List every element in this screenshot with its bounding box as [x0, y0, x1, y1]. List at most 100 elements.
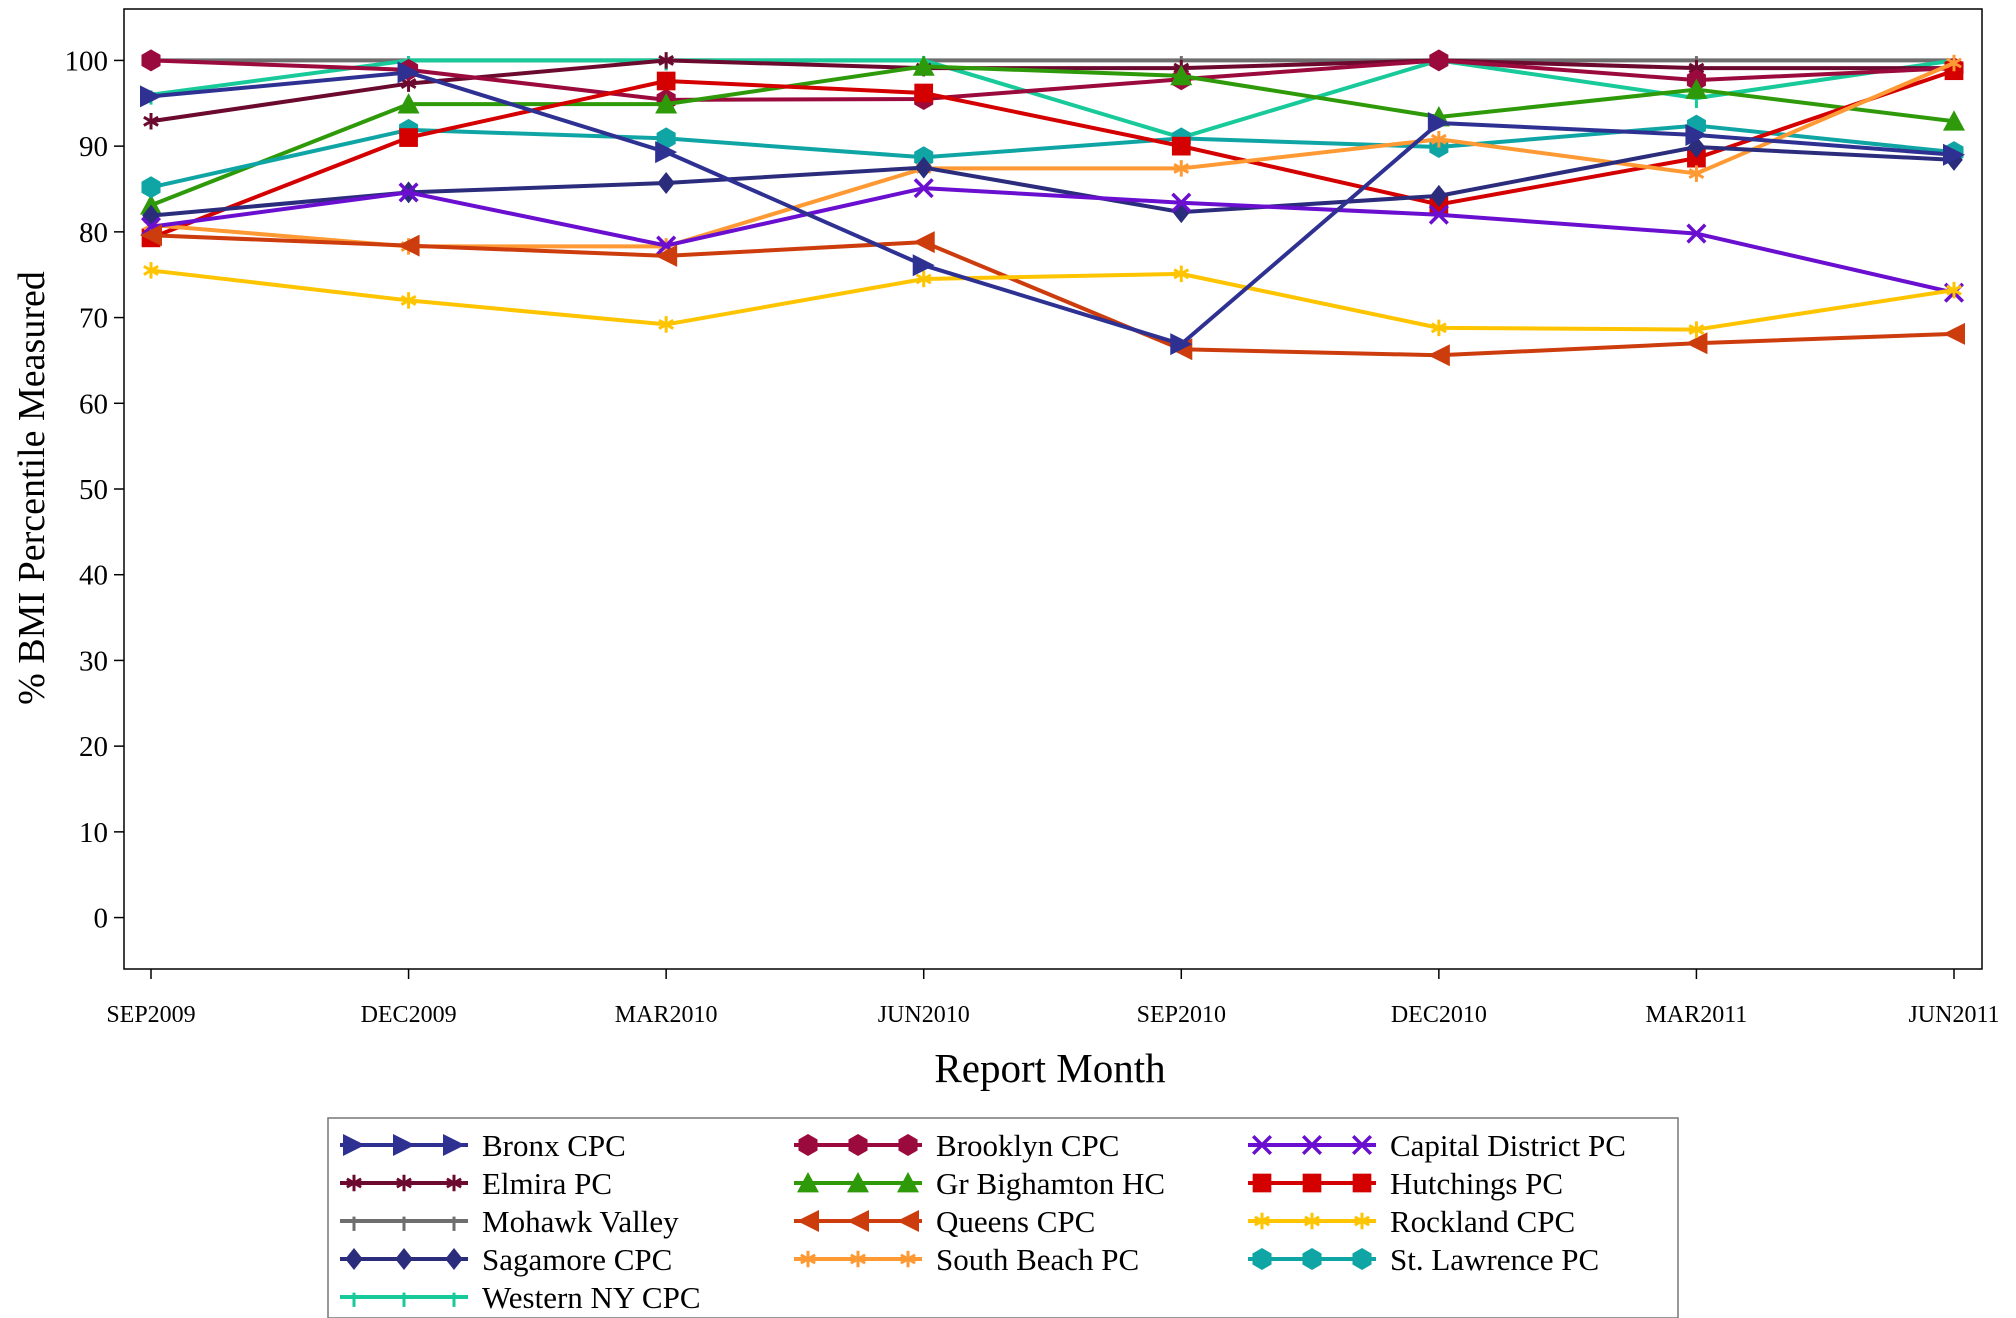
legend-marker [797, 1172, 819, 1193]
series-line [150, 145, 1955, 218]
legend-label: Western NY CPC [482, 1280, 701, 1315]
legend-item-brooklyn-cpc: Brooklyn CPC [794, 1128, 1119, 1163]
data-point [656, 71, 676, 91]
data-point [912, 231, 935, 254]
legend-marker [1354, 1212, 1370, 1230]
data-point [655, 93, 678, 114]
data-point [914, 156, 933, 179]
legend-marker [445, 1248, 463, 1270]
legend-marker [850, 1250, 866, 1268]
x-tick-label: JUN2011 [1908, 1002, 1999, 1028]
x-tick-label: DEC2009 [361, 1002, 457, 1028]
data-point [1173, 160, 1190, 177]
x-axis-label: Report Month [934, 1045, 1165, 1091]
legend-item-mohawk-valley: Mohawk Valley [340, 1204, 679, 1239]
data-point [655, 141, 678, 164]
legend-marker [396, 1174, 412, 1192]
x-tick-label: SEP2010 [1137, 1002, 1226, 1028]
legend-marker [798, 1134, 818, 1156]
data-point [1429, 49, 1449, 72]
legend-label: Bronx CPC [482, 1128, 626, 1163]
legend-marker [393, 1134, 415, 1156]
legend-marker [797, 1210, 819, 1232]
x-tick-label: DEC2010 [1391, 1002, 1487, 1028]
series-line [150, 123, 1955, 190]
legend-frame [327, 1117, 1679, 1318]
legend-marker [1254, 1212, 1270, 1230]
data-point [1170, 64, 1193, 86]
legend-item-south-beach-pc: South Beach PC [794, 1242, 1139, 1277]
legend-marker [346, 1174, 362, 1192]
data-point [912, 55, 935, 76]
data-point [1171, 192, 1192, 213]
legend-marker [847, 1210, 869, 1232]
data-point [655, 244, 678, 267]
legend-marker [446, 1174, 462, 1192]
series-line [150, 58, 1955, 102]
legend-label: Mohawk Valley [482, 1204, 679, 1239]
legend-marker [1252, 1173, 1272, 1193]
legend-marker [1252, 1248, 1272, 1270]
series-line [150, 70, 1955, 347]
data-point [658, 52, 675, 69]
data-point [141, 176, 161, 199]
series-queens-cpc [140, 224, 1965, 367]
legend-marker [1301, 1134, 1323, 1156]
y-tick-label: 10 [79, 817, 108, 849]
y-tick-label: 20 [79, 731, 108, 763]
data-point [1430, 131, 1447, 148]
y-tick-label: 80 [79, 217, 108, 249]
y-tick-label: 60 [79, 388, 108, 420]
x-tick-label: JUN2010 [878, 1002, 970, 1028]
legend-marker [1352, 1173, 1372, 1193]
legend-label: Sagamore CPC [482, 1242, 672, 1277]
data-point [143, 113, 159, 130]
legend-item-bronx-cpc: Bronx CPC [340, 1128, 626, 1163]
x-tick-label: SEP2009 [106, 1002, 195, 1028]
legend-item-gr-bighamton-hc: Gr Bighamton HC [794, 1166, 1165, 1201]
legend-marker [1302, 1173, 1322, 1193]
data-point [398, 182, 419, 203]
data-point [915, 270, 932, 288]
data-point [1946, 281, 1962, 299]
data-point [141, 49, 161, 72]
legend-item-rockland-cpc: Rockland CPC [1248, 1204, 1575, 1239]
data-point [399, 128, 418, 147]
y-tick-label: 100 [65, 45, 109, 77]
data-point [1688, 165, 1705, 182]
legend-marker [443, 1134, 465, 1156]
legend-item-hutchings-pc: Hutchings PC [1248, 1166, 1563, 1201]
x-tick-label: MAR2010 [615, 1002, 718, 1028]
y-tick-label: 70 [79, 303, 108, 335]
series-line [150, 268, 1955, 332]
y-tick-label: 50 [79, 474, 108, 506]
x-tick-label: MAR2011 [1646, 1002, 1748, 1028]
data-point [1686, 223, 1707, 244]
legend-item-capital-district-pc: Capital District PC [1248, 1128, 1626, 1163]
data-point [1171, 136, 1191, 156]
legend-marker [1302, 1248, 1322, 1270]
series-line [150, 233, 1955, 358]
y-tick-label: 30 [79, 645, 108, 677]
data-point [657, 172, 675, 194]
legend-marker [897, 1172, 919, 1193]
legend-label: Capital District PC [1390, 1128, 1626, 1163]
data-point [1687, 148, 1706, 168]
legend-item-elmira-pc: Elmira PC [340, 1166, 612, 1201]
data-point [1430, 184, 1448, 207]
data-point [912, 254, 935, 277]
data-point [1430, 319, 1447, 337]
legend-marker [1352, 1248, 1372, 1270]
axes-layer: 0 10 20 30 40 50 60 70 80 90 100 SEP2009 DEC2009 MAR2… [65, 45, 2000, 1028]
legend-marker [1251, 1134, 1273, 1156]
series-line [150, 186, 1955, 295]
legend-label: St. Lawrence PC [1390, 1242, 1599, 1277]
legend-marker [1304, 1212, 1320, 1230]
legend-label: Rockland CPC [1390, 1204, 1575, 1239]
legend-marker [395, 1248, 413, 1270]
data-point [400, 292, 417, 309]
data-point [1170, 333, 1193, 356]
data-point [914, 83, 934, 103]
data-point [397, 61, 420, 84]
